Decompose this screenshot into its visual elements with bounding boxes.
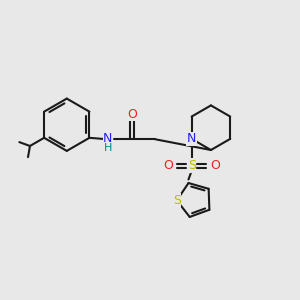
Text: N: N [103,132,112,145]
Text: O: O [163,159,173,172]
Text: O: O [210,159,220,172]
Text: O: O [127,107,137,121]
Text: S: S [188,159,196,172]
Text: N: N [187,132,196,146]
Text: S: S [173,194,181,207]
Text: H: H [104,142,112,153]
